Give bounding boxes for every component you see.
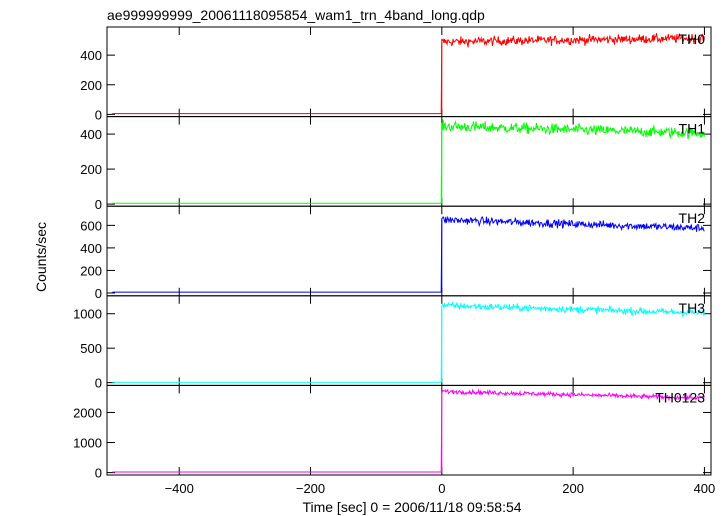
y-tick-label: 1000: [73, 307, 102, 322]
series-line-th2: [112, 215, 705, 293]
y-tick-label: 2000: [73, 405, 102, 420]
y-tick-label: 200: [80, 162, 102, 177]
y-tick-label: 0: [95, 107, 102, 122]
y-tick-label: 200: [80, 78, 102, 93]
panel-th3: 0 500 1000 TH3: [73, 295, 712, 391]
panel-label: TH1: [679, 121, 706, 137]
series-line-th0123: [112, 388, 705, 473]
panel-th0123: 0 1000 2000 TH0123: [73, 384, 712, 481]
y-tick-label: 0: [95, 197, 102, 212]
panel-label: TH3: [679, 300, 706, 316]
y-tick-label: 0: [95, 286, 102, 301]
x-axis-label: Time [sec] 0 = 2006/11/18 09:58:54: [302, 499, 521, 515]
panel-frame: [106, 295, 712, 386]
panel-label: TH0: [679, 31, 706, 47]
y-tick-label: 600: [80, 218, 102, 233]
panel-th2: 0 200 400 600 TH2: [80, 205, 712, 301]
panel-frame: [106, 205, 712, 297]
y-tick-label: 200: [80, 263, 102, 278]
panel-th0: 0 200 400 TH0: [80, 26, 712, 122]
y-tick-label: 0: [95, 466, 102, 481]
y-tick-label: 1000: [73, 436, 102, 451]
y-tick-label: 400: [80, 48, 102, 63]
panel-label: TH2: [679, 210, 706, 226]
chart-title: ae999999999_20061118095854_wam1_trn_4ban…: [107, 7, 485, 23]
x-axis: −400 −200 0 200 400: [165, 481, 716, 496]
x-tick-label: −200: [296, 481, 325, 496]
panel-frame: [106, 116, 712, 207]
y-tick-label: 400: [80, 241, 102, 256]
x-tick-label: 400: [694, 481, 716, 496]
panel-frame: [106, 384, 712, 476]
x-tick-label: 0: [438, 481, 445, 496]
panel-label: TH0123: [655, 389, 705, 405]
y-tick-label: 500: [80, 341, 102, 356]
panels-group: 0 200 400 TH0 0 200 400 TH1 0 200 400 600 TH2 0 500 100…: [73, 26, 712, 481]
series-line-th0: [112, 33, 705, 115]
series-line-th1: [112, 119, 705, 204]
x-tick-label: 200: [562, 481, 584, 496]
x-tick-label: −400: [165, 481, 194, 496]
y-tick-label: 400: [80, 127, 102, 142]
panel-th1: 0 200 400 TH1: [80, 116, 712, 212]
series-line-th3: [112, 300, 705, 383]
y-axis-label: Counts/sec: [33, 222, 49, 292]
y-tick-label: 0: [95, 376, 102, 391]
